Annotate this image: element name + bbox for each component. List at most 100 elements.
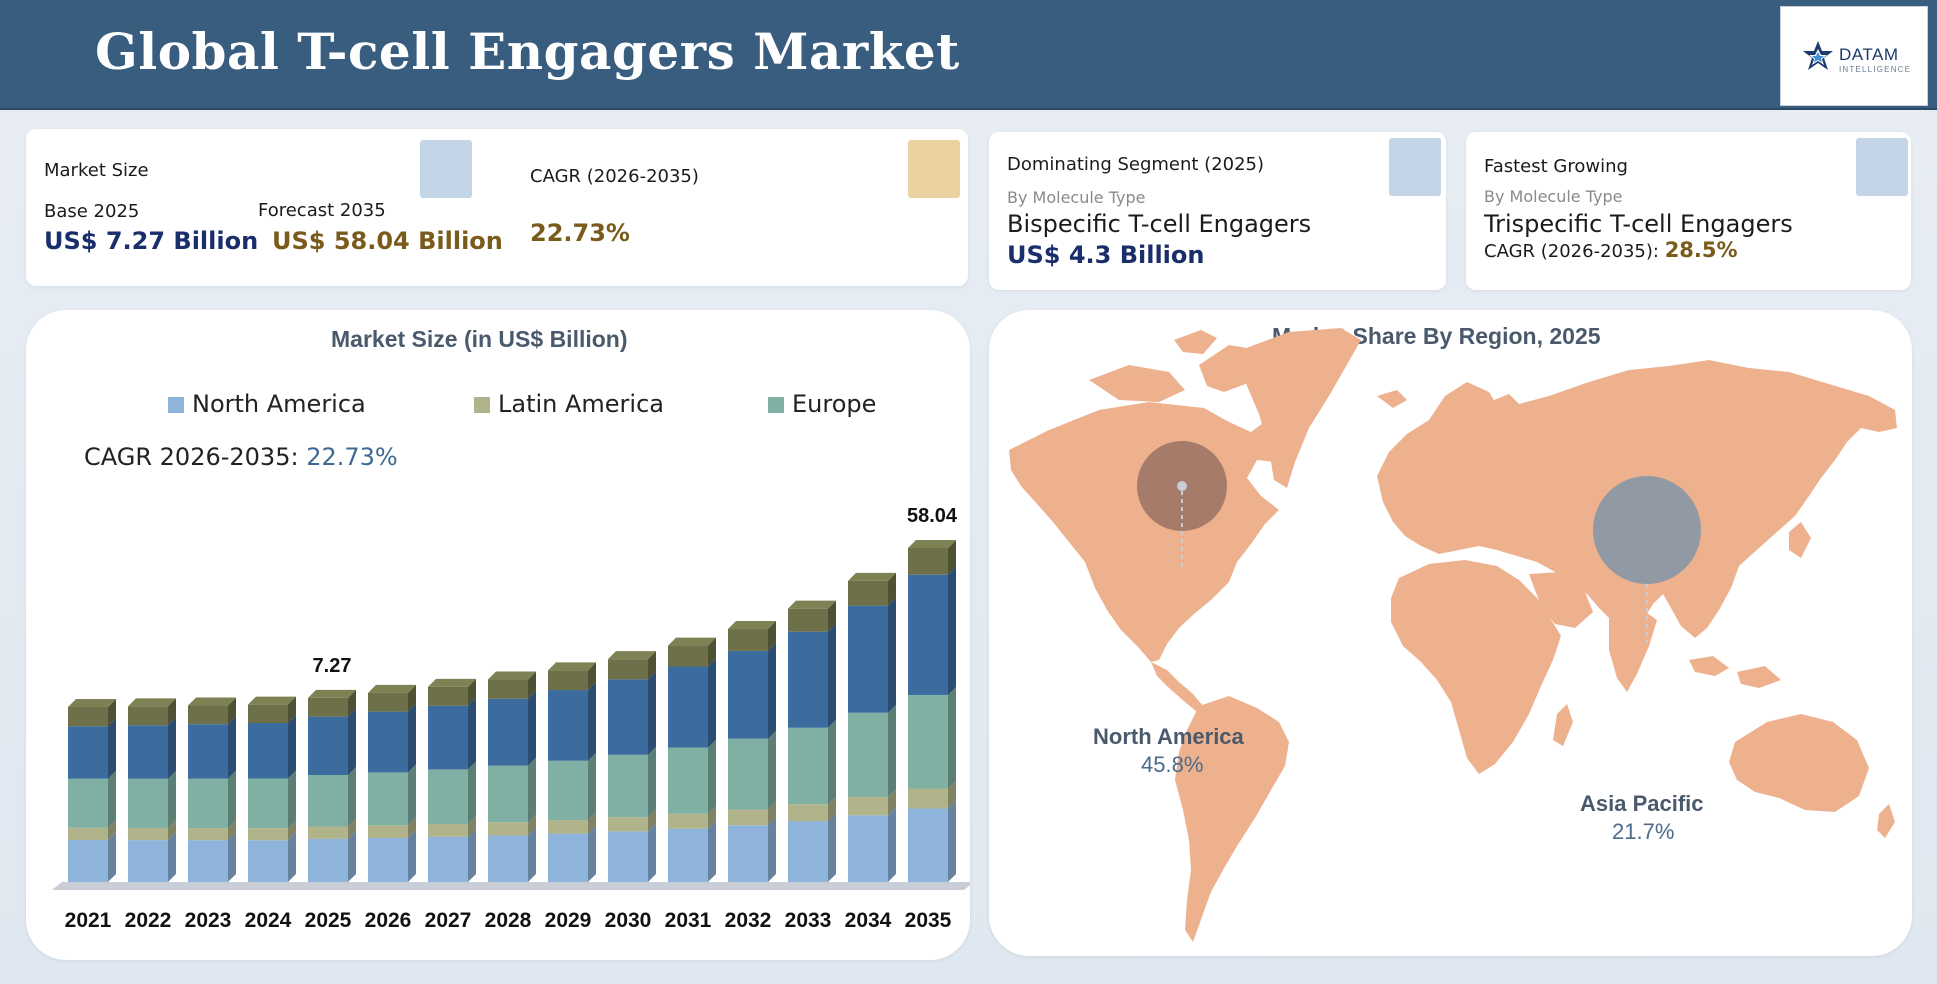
x-tick-label-2028: 2028 xyxy=(485,909,532,932)
bar-2025-europe-segment xyxy=(308,766,356,827)
bar-2021-europe-segment xyxy=(68,770,116,828)
x-tick-label-2023: 2023 xyxy=(185,909,232,932)
fastest-growing-card: Fastest Growing By Molecule Type Trispec… xyxy=(1466,132,1911,290)
bar-2030-latin-america-segment xyxy=(608,809,656,832)
bar-2030-top-segment xyxy=(608,651,656,680)
dominating-segment-value: US$ 4.3 Billion xyxy=(1007,241,1205,269)
datam-logo: DATAM INTELLIGENCE xyxy=(1780,6,1928,106)
x-tick-label-2025: 2025 xyxy=(305,909,352,932)
x-tick-label-2032: 2032 xyxy=(725,909,772,932)
bar-2034-north-america-segment xyxy=(848,807,896,882)
bar-2023-top-segment xyxy=(188,697,236,725)
chart-floor xyxy=(52,882,970,890)
bar-2031-top-segment xyxy=(668,637,716,667)
chart-title: Market Size (in US$ Billion) xyxy=(331,326,628,352)
data-label-2025: 7.27 xyxy=(313,655,352,677)
x-tick-label-2035: 2035 xyxy=(905,909,952,932)
legend-label-europe: Europe xyxy=(792,390,877,418)
bar-2025-upper-segment xyxy=(308,708,356,775)
bar-2033-top-segment xyxy=(788,600,836,632)
legend-swatch-europe xyxy=(768,397,784,413)
legend-swatch-north-america xyxy=(168,397,184,413)
bar-2034-latin-america-segment xyxy=(848,789,896,816)
bar-2027-latin-america-segment xyxy=(428,816,476,837)
dominating-square xyxy=(1389,138,1441,196)
logo-subtitle: INTELLIGENCE xyxy=(1839,65,1912,74)
bar-2032-north-america-segment xyxy=(728,817,776,882)
region-map-panel: Market Share By Region, 2025 xyxy=(989,310,1912,956)
bar-2024-top-segment xyxy=(248,696,296,724)
legend-swatch-latin-america xyxy=(474,397,490,413)
bar-2032-latin-america-segment xyxy=(728,801,776,826)
market-size-card: Market Size Base 2025 Forecast 2035 US$ … xyxy=(26,129,968,286)
base-value: US$ 7.27 Billion xyxy=(44,227,259,255)
bar-2021-north-america-segment xyxy=(68,832,116,882)
x-tick-label-2024: 2024 xyxy=(245,909,292,932)
bar-2021-upper-segment xyxy=(68,718,116,779)
bar-2030-upper-segment xyxy=(608,671,656,755)
bar-2026-europe-segment xyxy=(368,764,416,826)
bar-2026-top-segment xyxy=(368,684,416,712)
bar-2032-europe-segment xyxy=(728,730,776,810)
africa-shape xyxy=(1391,560,1561,774)
bar-2022-north-america-segment xyxy=(128,832,176,882)
scandinavia-shape xyxy=(1467,394,1521,462)
arabia-shape xyxy=(1529,572,1593,628)
x-tick-label-2033: 2033 xyxy=(785,909,832,932)
greenland-shape xyxy=(1241,328,1361,488)
chart-cagr-label: CAGR 2026-2035: xyxy=(84,443,307,471)
bar-2026-north-america-segment xyxy=(368,829,416,882)
dominating-sub: By Molecule Type xyxy=(1007,188,1146,207)
asia-pacific-bubble xyxy=(1593,476,1701,584)
bar-2022-latin-america-segment xyxy=(128,819,176,841)
bar-2022-upper-segment xyxy=(128,717,176,779)
bar-2028-upper-segment xyxy=(488,690,536,766)
bar-2021-top-segment xyxy=(68,699,116,727)
chart-cagr-value: 22.73% xyxy=(306,443,398,471)
bar-2028-top-segment xyxy=(488,671,536,699)
forecast-value: US$ 58.04 Billion xyxy=(272,227,503,255)
forecast-label: Forecast 2035 xyxy=(258,200,386,221)
x-tick-label-2026: 2026 xyxy=(365,909,412,932)
legend-north-america: North America xyxy=(168,390,366,418)
arctic-islands-shape xyxy=(1089,365,1185,402)
japan-shape xyxy=(1789,522,1811,558)
x-tick-label-2034: 2034 xyxy=(845,909,892,932)
stacked-bar-chart: 2021 2022 2023 2024 2025 2026 2027 2028 2029 2030… xyxy=(52,505,970,932)
bar-2030-europe-segment xyxy=(608,746,656,818)
market-size-chart-panel: Market Size (in US$ Billion) North Ameri… xyxy=(26,310,970,960)
bar-2025-latin-america-segment xyxy=(308,818,356,839)
bar-2031-upper-segment xyxy=(668,658,716,748)
logo-name: DATAM xyxy=(1839,45,1899,64)
x-tick-label-2027: 2027 xyxy=(425,909,472,932)
bar-2033-upper-segment xyxy=(788,623,836,728)
bar-2027-upper-segment xyxy=(428,697,476,770)
south-america-shape xyxy=(1175,696,1289,942)
bar-2026-upper-segment xyxy=(368,703,416,773)
legend-label-latin-america: Latin America xyxy=(498,390,664,418)
region-north-america-value: 45.8% xyxy=(1141,752,1204,777)
x-tick-label-2022: 2022 xyxy=(125,909,172,932)
bar-2024-upper-segment xyxy=(248,715,296,779)
australia-shape xyxy=(1729,714,1869,812)
uk-shape xyxy=(1395,450,1417,480)
bar-2029-north-america-segment xyxy=(548,825,596,882)
bar-2027-top-segment xyxy=(428,678,476,706)
bar-2031-north-america-segment xyxy=(668,820,716,882)
cagr-value: 22.73% xyxy=(530,219,630,247)
bar-2032-upper-segment xyxy=(728,642,776,739)
x-tick-label-2021: 2021 xyxy=(65,909,112,932)
bar-2025-north-america-segment xyxy=(308,830,356,882)
bar-2022-europe-segment xyxy=(128,770,176,828)
bar-2029-upper-segment xyxy=(548,682,596,761)
bar-2031-europe-segment xyxy=(668,739,716,814)
fastest-cagr: CAGR (2026-2035): 28.5% xyxy=(1484,238,1738,262)
bar-2022-top-segment xyxy=(128,698,176,726)
bar-2023-latin-america-segment xyxy=(188,820,236,841)
world-map xyxy=(1009,328,1897,942)
market-size-square xyxy=(420,140,472,198)
fastest-cagr-label: CAGR (2026-2035): xyxy=(1484,241,1665,262)
bar-2026-latin-america-segment xyxy=(368,817,416,838)
central-america-shape xyxy=(1151,662,1203,712)
bar-2028-europe-segment xyxy=(488,757,536,823)
